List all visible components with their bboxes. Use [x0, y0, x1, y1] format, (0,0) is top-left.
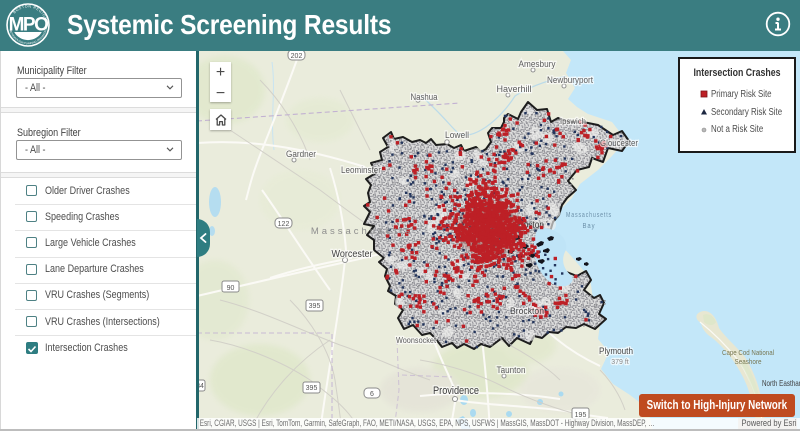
- svg-text:Nashua: Nashua: [411, 92, 438, 102]
- svg-text:Taunton: Taunton: [497, 365, 526, 375]
- svg-text:Lowell: Lowell: [445, 130, 469, 140]
- svg-text:84: 84: [197, 383, 204, 390]
- svg-text:Bay: Bay: [583, 221, 596, 230]
- svg-text:Gloucester: Gloucester: [600, 138, 638, 148]
- svg-text:379 ft: 379 ft: [611, 359, 629, 366]
- svg-text:Cape Cod National: Cape Cod National: [722, 348, 774, 357]
- svg-text:Amesbury: Amesbury: [519, 59, 556, 69]
- svg-text:395: 395: [309, 303, 321, 310]
- svg-text:Woonsocket: Woonsocket: [396, 335, 437, 345]
- svg-text:Providence: Providence: [433, 385, 479, 397]
- svg-text:Plymouth: Plymouth: [599, 346, 633, 356]
- svg-text:Seashore: Seashore: [735, 357, 762, 366]
- svg-text:Worcester: Worcester: [332, 248, 373, 260]
- svg-text:Newburyport: Newburyport: [547, 75, 593, 85]
- svg-text:Haverhill: Haverhill: [497, 84, 532, 94]
- svg-text:90: 90: [227, 285, 235, 292]
- svg-text:North Eastham: North Eastham: [762, 378, 800, 388]
- svg-text:202: 202: [291, 53, 303, 60]
- svg-text:195: 195: [575, 412, 587, 419]
- svg-text:Massachusetts: Massachusetts: [311, 226, 413, 237]
- svg-text:Gardner: Gardner: [286, 149, 316, 159]
- svg-text:Brockton: Brockton: [510, 306, 544, 316]
- svg-text:395: 395: [306, 385, 318, 392]
- svg-text:MPO: MPO: [9, 15, 49, 36]
- svg-text:Boston: Boston: [518, 220, 544, 231]
- svg-text:Massachusetts: Massachusetts: [566, 210, 612, 219]
- svg-text:Leominster: Leominster: [341, 165, 381, 175]
- svg-text:Ipswich: Ipswich: [560, 116, 586, 126]
- svg-text:122: 122: [278, 221, 290, 228]
- svg-text:6: 6: [370, 391, 374, 398]
